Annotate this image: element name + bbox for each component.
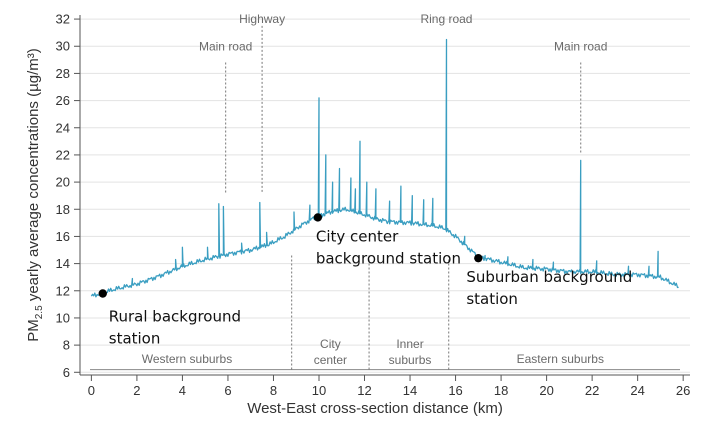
x-tick-label: 18	[494, 383, 508, 398]
x-tick-label: 24	[630, 383, 644, 398]
x-tick-label: 14	[403, 383, 417, 398]
annotations: Western suburbs City center Inner suburbs Eas…	[90, 12, 680, 371]
series	[90, 38, 679, 298]
x-tick-label: 22	[585, 383, 599, 398]
zone-label: Inner	[396, 337, 423, 351]
y-tick-label: 12	[56, 283, 70, 298]
y-tick-label: 32	[56, 12, 70, 27]
y-tick-label: 16	[56, 229, 70, 244]
series-line-pm25	[90, 38, 679, 298]
x-tick-label: 10	[312, 383, 326, 398]
stations: Rural background station City center backgr…	[98, 213, 632, 347]
y-tick-label: 22	[56, 147, 70, 162]
road-label: Highway	[239, 12, 285, 26]
station-label: station	[109, 329, 161, 347]
y-tick-label: 14	[56, 256, 70, 271]
x-tick-label: 4	[179, 383, 186, 398]
y-tick-label: 20	[56, 175, 70, 190]
station-label: City center	[316, 227, 399, 245]
x-tick-label: 12	[357, 383, 371, 398]
grid	[80, 18, 690, 373]
x-axis-title: West-East cross-section distance (km)	[247, 400, 503, 417]
x-tick-label: 0	[88, 383, 95, 398]
road-label: Main road	[199, 39, 252, 53]
zone-label: Eastern suburbs	[517, 352, 604, 366]
y-tick-label: 6	[63, 365, 70, 380]
y-tick-label: 30	[56, 39, 70, 54]
y-tick-label: 8	[63, 338, 70, 353]
y-tick-label: 26	[56, 93, 70, 108]
y-tick-label: 24	[56, 120, 70, 135]
x-tick-label: 8	[270, 383, 277, 398]
y-tick-label: 28	[56, 66, 70, 81]
y-axis-title: PM2.5 yearly average concentrations (µg/…	[25, 48, 45, 342]
station-marker	[313, 213, 323, 222]
y-tick-label: 10	[56, 310, 70, 325]
zone-label: center	[314, 353, 347, 367]
station-label: Rural background	[109, 307, 241, 325]
station-label: Suburban background	[466, 268, 632, 286]
x-tick-label: 6	[224, 383, 231, 398]
y-tick-label: 18	[56, 202, 70, 217]
zone-label: suburbs	[389, 353, 432, 367]
x-tick-label: 2	[133, 383, 140, 398]
station-marker	[474, 253, 483, 263]
station-marker	[98, 289, 107, 298]
x-tick-label: 16	[448, 383, 462, 398]
x-tick-label: 26	[676, 383, 690, 398]
station-label: station	[466, 290, 518, 308]
station-label: background station	[316, 249, 461, 267]
zone-label: City	[320, 337, 341, 351]
road-label: Main road	[554, 39, 607, 53]
x-tick-label: 20	[539, 383, 553, 398]
zone-label: Western suburbs	[142, 352, 233, 366]
road-label: Ring road	[420, 12, 472, 26]
